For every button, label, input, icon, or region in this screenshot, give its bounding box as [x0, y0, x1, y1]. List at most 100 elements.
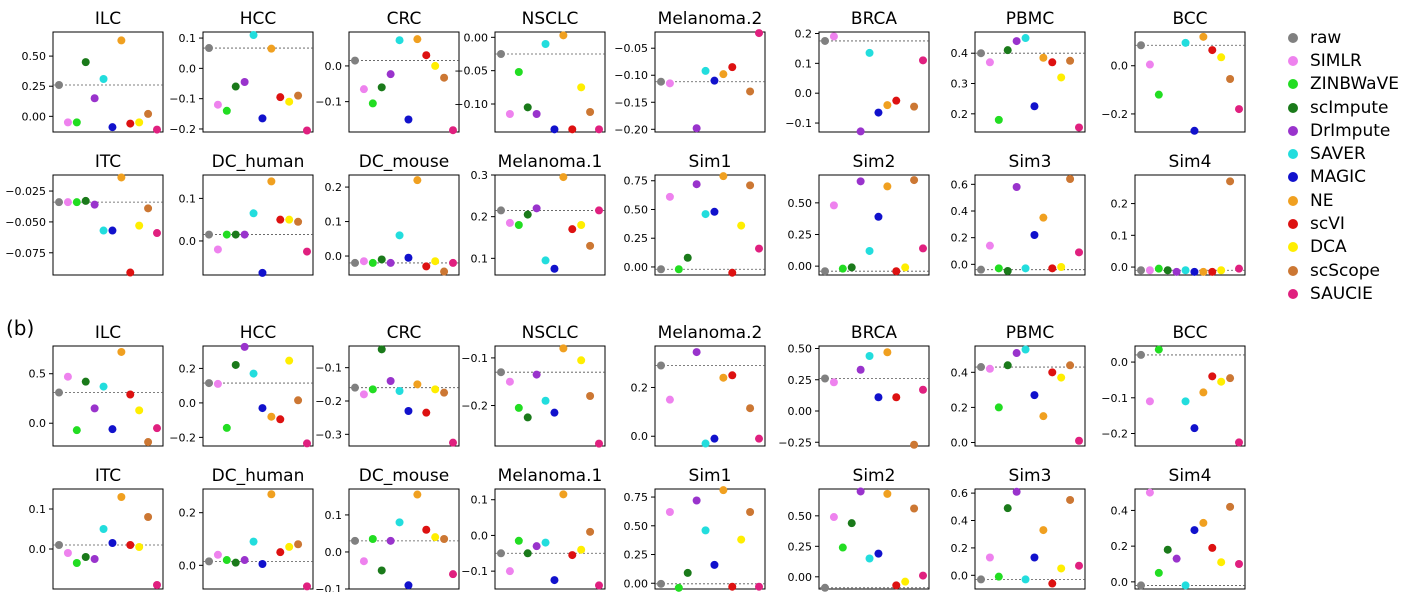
data-point-magic: [1030, 231, 1039, 239]
y-tick-label: 0.50: [624, 203, 649, 216]
data-point-dca: [135, 221, 144, 230]
data-point-scimpute: [377, 566, 386, 575]
data-point-saver: [541, 40, 550, 48]
data-point-saucie: [755, 434, 763, 443]
data-point-scvi: [276, 548, 285, 557]
data-point-drimpute: [856, 127, 865, 136]
panel-title: Melanoma.2: [658, 9, 763, 29]
data-point-simlr: [505, 110, 514, 118]
legend-marker: [1288, 32, 1298, 43]
data-point-scscope: [1226, 374, 1235, 383]
y-tick-label: 0.2: [951, 401, 969, 414]
data-point-magic: [108, 539, 117, 547]
data-point-ne: [267, 177, 276, 186]
data-point-dca: [1057, 73, 1066, 82]
data-point-simlr: [213, 245, 222, 254]
y-tick-label: 0.2: [179, 507, 197, 520]
data-point-raw: [821, 374, 829, 383]
panel-title: DC_mouse: [359, 152, 450, 172]
data-point-drimpute: [692, 180, 701, 189]
panel-title: HCC: [240, 323, 277, 343]
data-point-magic: [550, 576, 559, 585]
legend-marker: [1288, 55, 1298, 66]
panel-title: Sim3: [1009, 466, 1052, 486]
data-point-simlr: [213, 379, 222, 388]
data-point-raw: [1137, 266, 1145, 275]
y-tick-label: 0.00: [788, 571, 813, 584]
y-tick-label: −0.10: [454, 98, 488, 111]
y-tick-label: −0.15: [614, 96, 648, 109]
data-point-scvi: [1048, 579, 1057, 588]
plot-frame: [1134, 174, 1246, 276]
data-point-scimpute: [1163, 545, 1172, 554]
data-point-simlr: [829, 201, 838, 210]
y-tick-label: 0.2: [951, 232, 969, 245]
data-point-scvi: [568, 551, 577, 560]
data-point-scscope: [910, 504, 919, 513]
data-point-dca: [901, 263, 910, 272]
data-point-ne: [117, 493, 126, 501]
y-tick-label: 0.0: [471, 529, 489, 542]
panel-title: ILC: [95, 9, 121, 29]
panel-a-sim2: Sim2 0.50 0.25 0.00: [788, 152, 930, 276]
y-tick-label: 0.00: [464, 31, 489, 44]
data-point-ne: [559, 31, 568, 40]
y-tick-label: 0.2: [795, 27, 813, 40]
y-tick-label: 0.6: [951, 178, 969, 191]
panel-title: Sim2: [853, 152, 896, 172]
y-tick-label: −0.2: [315, 395, 342, 408]
data-point-ne: [117, 347, 126, 356]
legend-marker: [1288, 265, 1298, 276]
data-point-scimpute: [523, 549, 532, 558]
data-point-saucie: [1235, 438, 1243, 447]
y-tick-label: 0.0: [631, 430, 649, 443]
data-point-scscope: [294, 540, 303, 549]
legend-item: scVI: [1288, 212, 1399, 235]
data-point-drimpute: [532, 542, 541, 551]
data-point-drimpute: [386, 258, 395, 267]
data-point-drimpute: [856, 365, 865, 374]
data-point-scimpute: [231, 230, 240, 239]
data-point-scvi: [1048, 58, 1057, 67]
data-point-scscope: [1226, 502, 1235, 511]
y-tick-label: 0.4: [1111, 504, 1129, 517]
data-point-scvi: [126, 390, 135, 399]
data-point-ne: [1199, 32, 1208, 41]
y-tick-label: 0.2: [471, 211, 489, 224]
data-point-simlr: [985, 58, 994, 67]
data-point-saucie: [919, 56, 927, 65]
y-tick-label: −0.1: [785, 117, 812, 130]
legend-marker: [1288, 172, 1298, 183]
data-point-ne: [883, 182, 892, 191]
data-point-scscope: [440, 267, 449, 276]
data-point-magic: [1190, 424, 1199, 433]
data-point-scscope: [586, 108, 595, 116]
panel-a-melanoma-2: Melanoma.2 −0.05 −0.10 −0.15 −0.20: [614, 9, 766, 136]
data-point-scscope: [910, 440, 919, 449]
data-point-dca: [1217, 266, 1226, 275]
legend-label: SAUCIE: [1310, 283, 1373, 304]
y-tick-label: 0.0: [325, 250, 343, 263]
data-point-saucie: [1075, 436, 1083, 445]
data-point-scvi: [728, 63, 737, 72]
data-point-simlr: [359, 390, 368, 399]
legend-marker: [1288, 79, 1298, 90]
y-tick-label: 0.0: [951, 569, 969, 582]
y-tick-label: 0.1: [179, 32, 197, 45]
legend-marker: [1288, 102, 1298, 113]
data-point-drimpute: [240, 230, 249, 239]
panel-title: BRCA: [851, 323, 897, 343]
panel-title: NSCLC: [522, 323, 579, 343]
y-tick-label: 0.3: [951, 78, 969, 91]
data-point-magic: [258, 114, 267, 123]
data-point-dca: [285, 215, 294, 224]
y-tick-label: 0.1: [795, 57, 813, 70]
data-point-scvi: [892, 267, 901, 276]
panel-b-ilc: ILC 0.5 0.0: [29, 323, 164, 447]
panel-title: BCC: [1172, 323, 1207, 343]
data-point-ne: [559, 490, 568, 499]
plot-frame: [654, 488, 766, 590]
y-tick-label: 0.0: [325, 60, 343, 73]
data-point-scimpute: [847, 519, 856, 528]
panel-title: DC_human: [212, 466, 305, 486]
